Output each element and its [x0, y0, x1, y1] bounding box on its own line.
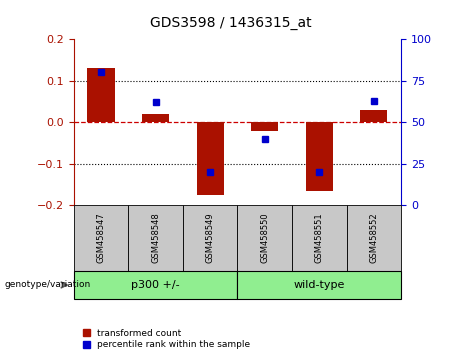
Text: GSM458549: GSM458549: [206, 213, 215, 263]
Text: GSM458551: GSM458551: [315, 213, 324, 263]
Bar: [360, 110, 387, 122]
Text: GSM458550: GSM458550: [260, 213, 269, 263]
Text: GSM458547: GSM458547: [96, 213, 106, 263]
Legend: transformed count, percentile rank within the sample: transformed count, percentile rank withi…: [83, 329, 250, 349]
Bar: [251, 122, 278, 131]
Text: wild-type: wild-type: [294, 280, 345, 290]
Text: GSM458552: GSM458552: [369, 213, 378, 263]
Bar: [142, 114, 169, 122]
Text: genotype/variation: genotype/variation: [5, 280, 91, 290]
Text: GDS3598 / 1436315_at: GDS3598 / 1436315_at: [150, 16, 311, 30]
Bar: [196, 122, 224, 195]
Text: p300 +/-: p300 +/-: [131, 280, 180, 290]
Bar: [88, 68, 115, 122]
Text: GSM458548: GSM458548: [151, 213, 160, 263]
Bar: [306, 122, 333, 191]
